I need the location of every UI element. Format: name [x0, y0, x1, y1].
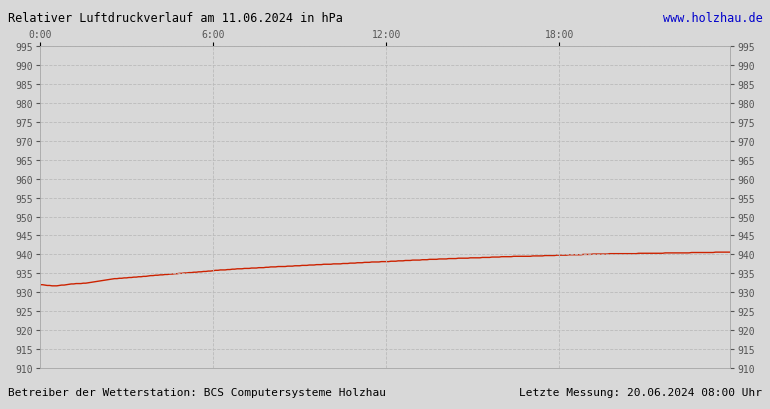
Text: Betreiber der Wetterstation: BCS Computersysteme Holzhau: Betreiber der Wetterstation: BCS Compute…: [8, 387, 386, 397]
Text: Relativer Luftdruckverlauf am 11.06.2024 in hPa: Relativer Luftdruckverlauf am 11.06.2024…: [8, 12, 343, 25]
Text: Letzte Messung: 20.06.2024 08:00 Uhr: Letzte Messung: 20.06.2024 08:00 Uhr: [519, 387, 762, 397]
Text: www.holzhau.de: www.holzhau.de: [662, 12, 762, 25]
